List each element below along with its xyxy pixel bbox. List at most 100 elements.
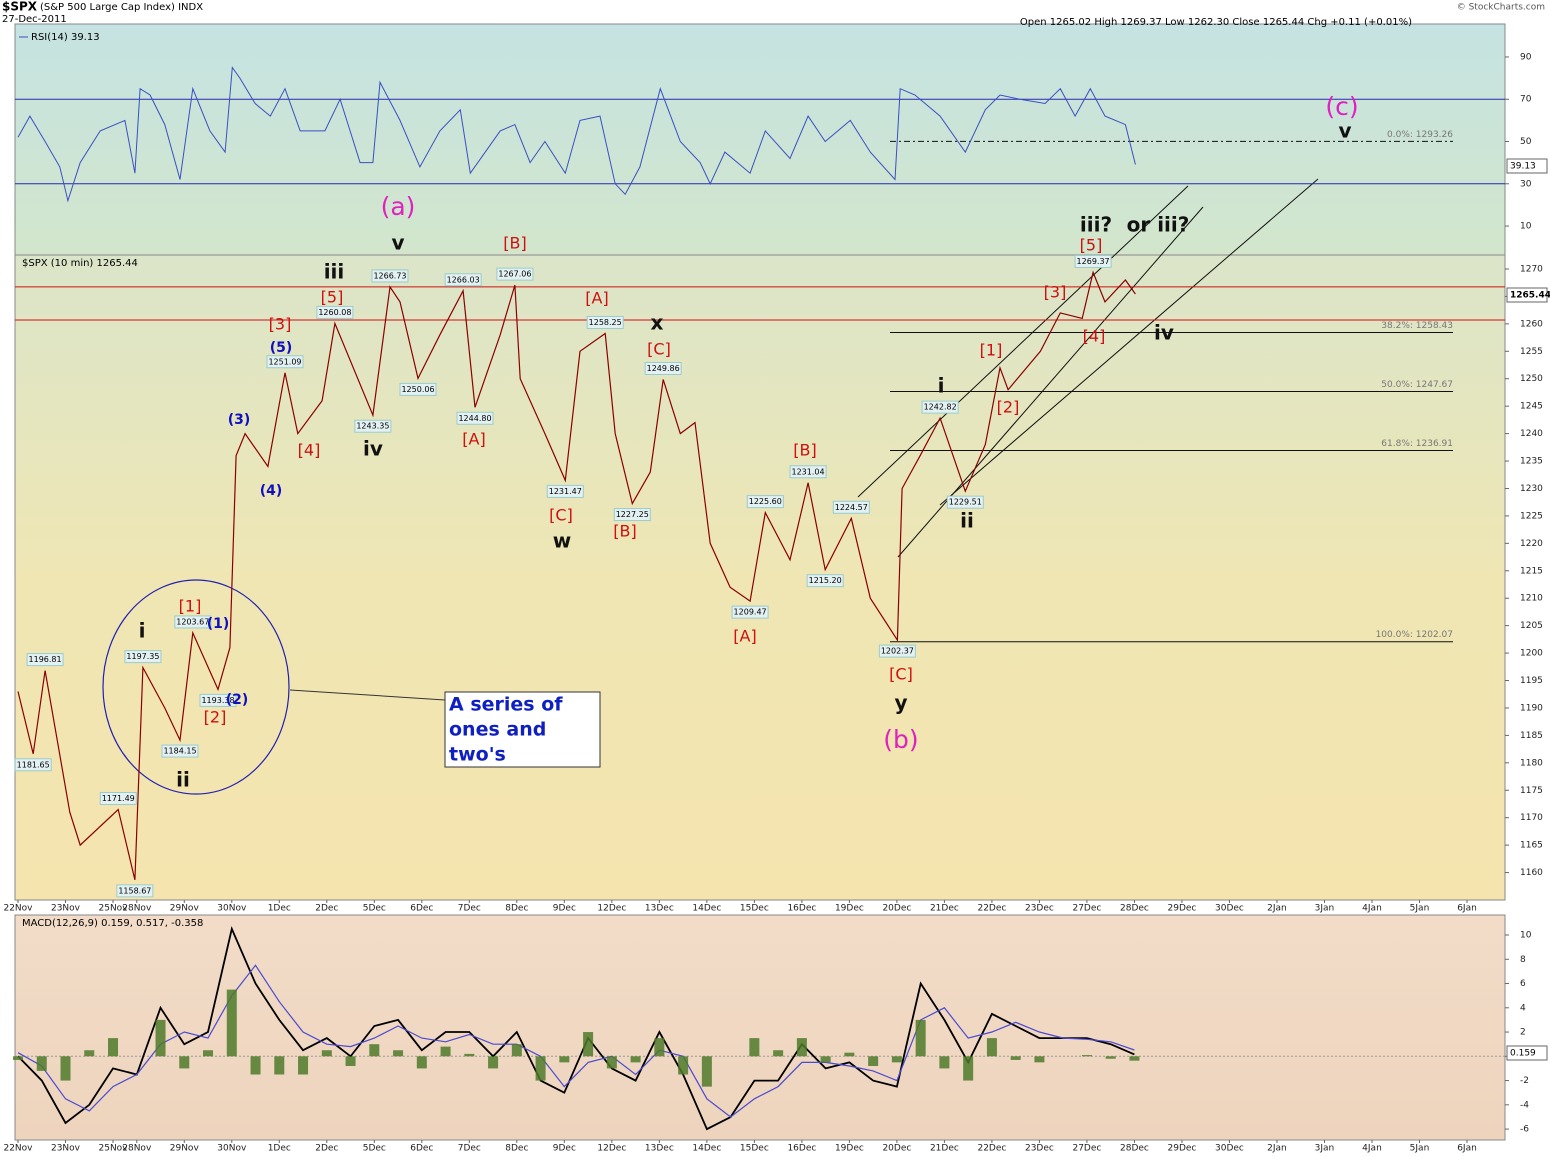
value-label-box [832,500,870,514]
y-tick-label: -2 [1520,1076,1529,1086]
histogram-bar [986,1038,997,1057]
y-tick-label: 1215 [1520,566,1543,576]
wave-label: iii? [1080,213,1112,237]
callout-text: A series of [449,694,563,716]
histogram-bar [36,1056,47,1071]
y-tick-label: 1160 [1520,868,1543,878]
wave-label: y [894,691,907,715]
value-label-box [546,484,584,498]
value-label-box [878,644,916,658]
histogram-bar [369,1044,380,1057]
histogram-bar [60,1056,71,1081]
value-label: 1251.09 [268,357,301,366]
histogram-bar [868,1056,879,1067]
histogram-bar [939,1056,950,1069]
wave-label: ii [176,768,190,792]
x-tick-label: 29Nov [170,1144,200,1154]
histogram-bar [1034,1056,1045,1063]
value-label: 1196.81 [29,655,62,664]
wave-label: [5] [321,288,344,307]
value-label: 1202.37 [881,647,914,656]
x-tick-label: 14Dec [692,1144,721,1154]
x-tick-label: 21Dec [930,1144,959,1154]
y-tick-label: 1170 [1520,813,1543,823]
value-label-box [731,605,769,619]
histogram-bar [559,1056,570,1063]
x-tick-label: 21Dec [930,904,959,914]
price-legend: $SPX (10 min) 1265.44 [22,258,138,269]
x-tick-label: 2Jan [1267,1144,1287,1154]
date: 27-Dec-2011 [2,14,67,25]
x-tick-label: 14Dec [692,904,721,914]
macd-line [17,926,1135,1131]
y-tick-label: 6 [1520,979,1526,989]
y-tick-label: -4 [1520,1100,1529,1110]
histogram-bar [274,1056,285,1075]
histogram-bar [583,1032,594,1057]
last-value: 0.159 [1510,1049,1536,1059]
x-tick-label: 15Dec [740,1144,769,1154]
x-tick-label: 6Dec [410,1144,433,1154]
x-tick-label: 22Nov [3,904,33,914]
value-label-box [399,382,437,396]
histogram-bar [250,1056,261,1075]
macd-panel [14,914,1506,1141]
y-tick-label: 8 [1520,955,1526,965]
x-tick-label: 3Jan [1315,1144,1335,1154]
value-label-box [161,744,199,758]
x-tick-label: 5Dec [363,904,386,914]
x-tick-label: 30Dec [1215,904,1244,914]
x-tick-label: 19Dec [835,904,864,914]
y-tick-label: 1175 [1520,786,1543,796]
x-tick-label: 4Jan [1362,1144,1382,1154]
histogram-bar [416,1056,427,1069]
histogram-bar [820,1056,831,1063]
x-tick-label: 8Dec [505,904,528,914]
y-tick-label: 10 [1520,222,1532,232]
x-tick-label: 28Dec [1120,904,1149,914]
value-label-box [946,495,984,509]
y-tick-label: 1190 [1520,703,1543,713]
wave-label: [3] [1044,283,1067,302]
symbol-name: (S&P 500 Large Cap Index) INDX [40,2,203,13]
y-tick-label: 10 [1520,931,1532,941]
rsi-legend: RSI(14) 39.13 [31,32,100,43]
value-label: 1209.47 [734,608,767,617]
histogram-bar [155,1019,166,1057]
y-tick-label: 1195 [1520,676,1543,686]
value-label-box [444,273,482,287]
x-tick-label: 23Nov [51,1144,81,1154]
last-value: 39.13 [1510,162,1536,172]
x-tick-label: 1Dec [268,1144,291,1154]
x-tick-label: 9Dec [553,1144,576,1154]
wave-label: [1] [980,341,1003,360]
wave-label: [2] [204,708,227,727]
wave-label: (b) [883,725,918,754]
x-tick-label: 28Nov [122,1144,152,1154]
value-label-box [806,574,844,588]
symbol: $SPX [2,0,38,14]
x-tick-label: 5Jan [1410,1144,1430,1154]
value-label: 1244.80 [458,414,491,423]
x-tick-label: 19Dec [835,1144,864,1154]
value-label-box [371,269,409,283]
y-tick-label: 1240 [1520,429,1543,439]
fib-label: 0.0%: 1293.26 [1387,130,1453,140]
value-label: 1158.67 [118,886,151,895]
y-tick-label: -6 [1520,1125,1529,1135]
histogram-bar [345,1056,356,1067]
y-tick-label: 90 [1520,52,1532,62]
wave-label: [3] [269,315,292,334]
callout-box [444,691,601,768]
histogram-bar [440,1046,451,1057]
x-tick-label: 23Dec [1025,1144,1054,1154]
x-tick-label: 29Dec [1168,1144,1197,1154]
histogram-bar [654,1038,665,1057]
wave-label: ii [960,509,974,533]
wave-label: [C] [889,665,913,684]
x-tick-label: 6Dec [410,904,433,914]
quote: Open 1265.02 High 1269.37 Low 1262.30 Cl… [1020,17,1412,28]
y-tick-label: 1210 [1520,594,1543,604]
y-tick-label: 1260 [1520,319,1543,329]
